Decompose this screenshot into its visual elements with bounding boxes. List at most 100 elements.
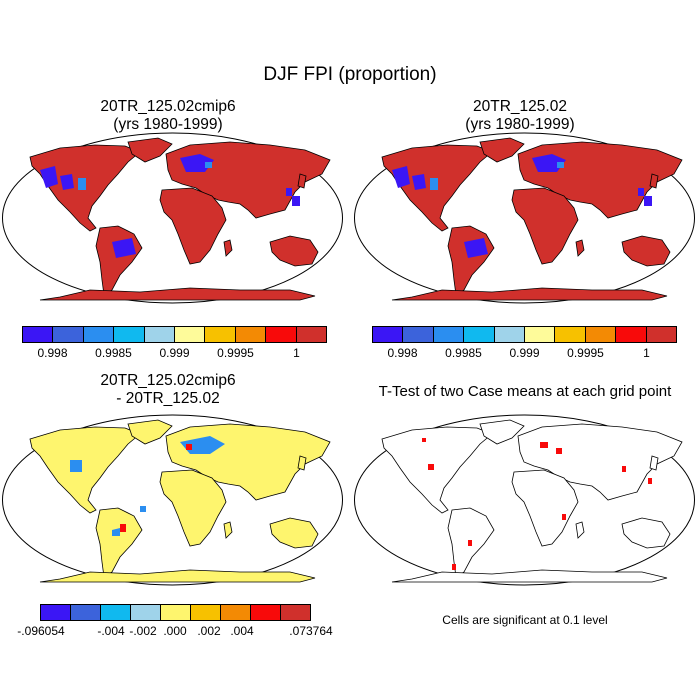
value-patch <box>412 174 426 190</box>
panel1-title-line1: 20TR_125.02cmip6 <box>100 98 236 115</box>
colorbar-swatch <box>296 327 327 342</box>
map-panel-3-difference <box>2 414 343 586</box>
value-patch <box>430 178 438 190</box>
continent-north-america <box>29 426 141 514</box>
colorbar-label: 0.998 <box>37 346 68 360</box>
continent-antarctica <box>39 287 316 301</box>
figure-title: DJF FPI (proportion) <box>263 64 437 85</box>
continent-greenland <box>127 419 173 445</box>
colorbar-label: 0.999 <box>509 346 540 360</box>
colorbar-swatch <box>403 327 434 342</box>
colorbar-diff-label-max: .073764 <box>289 624 333 638</box>
colorbar-panel-3 <box>40 604 311 621</box>
panel1-title-line2: (yrs 1980-1999) <box>113 116 223 133</box>
panel3-title-line1: 20TR_125.02cmip6 <box>100 372 236 389</box>
significant-cell <box>422 438 426 442</box>
continent-australia <box>269 517 319 549</box>
colorbar-label: 1 <box>293 346 300 360</box>
colorbar-swatch <box>585 327 617 342</box>
value-patch <box>638 188 644 196</box>
colorbar-swatch <box>71 605 101 620</box>
colorbar-swatch <box>131 605 161 620</box>
continent-madagascar <box>223 521 233 539</box>
colorbar-label: 0.999 <box>159 346 190 360</box>
continent-japan <box>297 455 307 471</box>
colorbar-diff-label-min: -.096054 <box>17 624 64 638</box>
value-patch <box>286 188 292 196</box>
colorbar-diff-label: .002 <box>197 624 221 638</box>
value-patch <box>60 174 74 190</box>
colorbar-swatch <box>464 327 495 342</box>
colorbar-label: 0.9995 <box>567 346 604 360</box>
colorbar-diff-label: .000 <box>163 624 187 638</box>
colorbar-swatch <box>555 327 586 342</box>
panel3-title: 20TR_125.02cmip6 - 20TR_125.02 <box>38 372 298 408</box>
colorbar-panel-2 <box>372 326 677 343</box>
significant-cell <box>556 448 562 454</box>
value-patch <box>392 166 410 188</box>
colorbar-swatch <box>41 605 71 620</box>
map-panel-4-ttest <box>354 414 695 586</box>
value-patch <box>70 460 82 472</box>
value-patch <box>40 166 58 188</box>
continent-madagascar <box>575 521 585 539</box>
value-patch <box>186 444 192 450</box>
value-patch <box>205 162 212 168</box>
continent-japan <box>297 173 307 189</box>
panel3-title-line2: - 20TR_125.02 <box>116 390 220 407</box>
colorbar-swatch <box>23 327 54 342</box>
colorbar-swatch <box>221 605 251 620</box>
colorbar-diff-label: -.004 <box>97 624 125 638</box>
continent-greenland <box>479 419 525 445</box>
continent-antarctica <box>391 569 668 583</box>
continent-eurasia <box>517 423 683 501</box>
continent-antarctica <box>39 569 316 583</box>
continent-madagascar <box>223 239 233 257</box>
value-patch <box>140 506 146 512</box>
colorbar-swatch <box>83 327 115 342</box>
colorbar-swatch <box>101 605 131 620</box>
value-patch <box>112 238 136 258</box>
colorbar-swatch <box>235 327 267 342</box>
colorbar-swatch <box>494 327 526 342</box>
value-patch <box>557 162 564 168</box>
colorbar-label: 0.9995 <box>217 346 254 360</box>
colorbar-swatch <box>114 327 145 342</box>
panel4-title: T-Test of two Case means at each grid po… <box>378 383 672 400</box>
value-patch <box>292 196 300 206</box>
colorbar-swatch <box>161 605 191 620</box>
colorbar-label: 0.9985 <box>95 346 132 360</box>
continent-south-america <box>95 507 143 578</box>
continent-africa <box>511 469 579 547</box>
colorbar-swatch <box>191 605 221 620</box>
map-panel-1 <box>2 132 343 304</box>
continent-antarctica <box>391 287 668 301</box>
significant-cell <box>540 442 548 448</box>
colorbar-label: 0.9985 <box>445 346 482 360</box>
significant-cell <box>622 466 626 472</box>
continent-japan <box>649 455 659 471</box>
significant-cell <box>468 540 472 546</box>
colorbar-label: 1 <box>643 346 650 360</box>
panel1-title: 20TR_125.02cmip6 (yrs 1980-1999) <box>38 98 298 134</box>
value-patch <box>120 524 126 532</box>
colorbar-swatch <box>205 327 236 342</box>
panel2-title: 20TR_125.02 (yrs 1980-1999) <box>390 98 650 134</box>
colorbar-swatch <box>266 327 297 342</box>
map-panel-2 <box>354 132 695 304</box>
value-patch <box>112 528 120 536</box>
colorbar-swatch <box>616 327 647 342</box>
continent-madagascar <box>575 239 585 257</box>
colorbar-swatch <box>144 327 176 342</box>
colorbar-diff-label: -.002 <box>129 624 157 638</box>
continent-greenland <box>127 137 173 163</box>
colorbar-diff-label-min-sign: - <box>17 624 22 638</box>
colorbar-swatch <box>373 327 404 342</box>
colorbar-swatch <box>281 605 310 620</box>
value-patch <box>464 238 488 258</box>
continents <box>381 419 683 583</box>
value-patch <box>644 196 652 206</box>
continent-greenland <box>479 137 525 163</box>
colorbar-swatch <box>175 327 206 342</box>
continent-japan <box>649 173 659 189</box>
